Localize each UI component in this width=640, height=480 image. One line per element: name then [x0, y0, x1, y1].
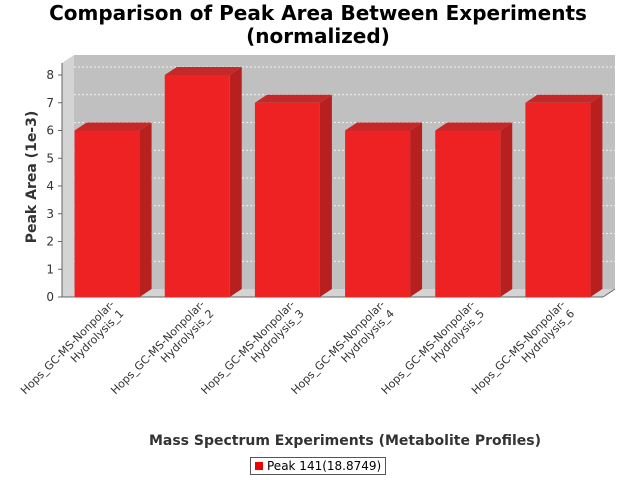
x-tick-label-line: Hops_GC-MS-Nonpolar-: [289, 298, 388, 397]
bar-front: [74, 130, 140, 297]
x-tick-labels: Hops_GC-MS-Nonpolar-Hydrolysis_1Hops_GC-…: [18, 298, 577, 406]
y-tick-label: 5: [46, 151, 54, 165]
bar-top: [345, 122, 423, 131]
bar-side: [590, 94, 603, 297]
bar: [74, 122, 152, 297]
legend-swatch: [255, 462, 263, 470]
bar-side: [500, 122, 513, 297]
chart-title-line1: Comparison of Peak Area Between Experime…: [49, 1, 587, 25]
y-axis-label: Peak Area (1e-3): [24, 111, 40, 244]
y-tick-labels: 0 1 2 3 4 5 6 7 8: [46, 68, 54, 304]
bar-side: [410, 122, 423, 297]
bar: [254, 94, 332, 297]
y-tick-label: 6: [46, 124, 54, 138]
x-axis-label: Mass Spectrum Experiments (Metabolite Pr…: [149, 433, 541, 449]
bar-front: [435, 130, 501, 297]
bar-front: [254, 102, 320, 297]
bar-front: [345, 130, 411, 297]
bar-side: [139, 122, 152, 297]
axes: [58, 63, 616, 298]
x-tick-label-line: Hops_GC-MS-Nonpolar-: [379, 298, 478, 397]
bar: [164, 67, 242, 297]
x-tick-label-line: Hops_GC-MS-Nonpolar-: [108, 298, 207, 397]
x-axis-depth-line: [602, 288, 616, 298]
bar-top: [74, 122, 152, 131]
bar-top: [435, 122, 513, 131]
bar-front: [525, 102, 591, 297]
y-tick-label: 8: [46, 68, 54, 82]
bar-front: [164, 75, 230, 297]
y-tick-label: 0: [46, 290, 54, 304]
bar-side: [319, 94, 332, 297]
bar-side: [229, 67, 242, 297]
x-tick-label: Hops_GC-MS-Nonpolar-Hydrolysis_6: [469, 298, 577, 406]
y-tick-label: 7: [46, 96, 54, 110]
bar: [345, 122, 423, 297]
x-tick-label-line: Hops_GC-MS-Nonpolar-: [469, 298, 568, 397]
bar-top: [525, 94, 603, 103]
y-tick-label: 4: [46, 179, 54, 193]
y-tick-label: 2: [46, 235, 54, 249]
plot-side-wall: [62, 55, 74, 297]
bar-top: [164, 67, 242, 75]
legend: Peak 141(18.8749): [250, 457, 387, 475]
legend-entry-label: Peak 141(18.8749): [267, 459, 382, 473]
x-tick-label-line: Hops_GC-MS-Nonpolar-: [18, 298, 117, 397]
y-tick-label: 3: [46, 207, 54, 221]
x-tick-label-line: Hops_GC-MS-Nonpolar-: [198, 298, 297, 397]
chart-title-line2: (normalized): [246, 24, 390, 48]
bar-top: [254, 94, 332, 103]
bar: [525, 94, 603, 297]
bar: [435, 122, 513, 297]
bars: [74, 67, 603, 297]
y-tick-label: 1: [46, 262, 54, 276]
